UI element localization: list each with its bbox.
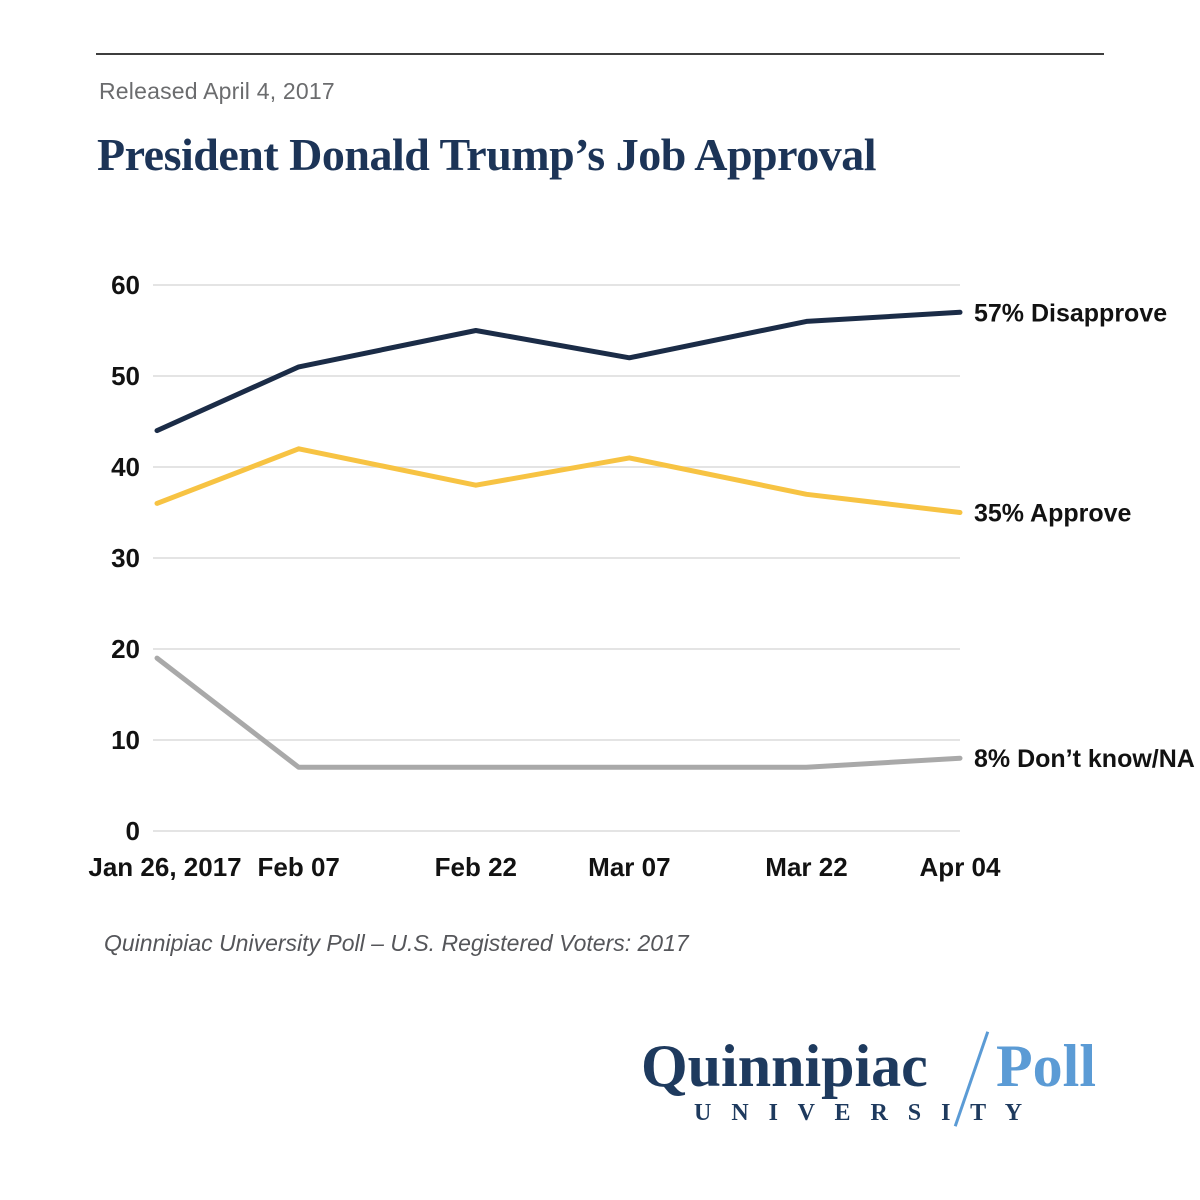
- logo-poll: Poll: [996, 1033, 1096, 1099]
- source-note: Quinnipiac University Poll – U.S. Regist…: [104, 930, 689, 956]
- logo-quinnipiac: Quinnipiac: [641, 1033, 928, 1099]
- series-line-approve: [154, 446, 963, 515]
- series-label-1: 57% Disapprove: [974, 299, 1167, 327]
- x-axis-tick-3: Feb 22: [435, 852, 517, 882]
- y-axis-tick-40: 40: [111, 452, 140, 482]
- y-axis-tick-30: 30: [111, 543, 140, 573]
- y-axis-tick-50: 50: [111, 361, 140, 391]
- series-label-3: 8% Don’t know/NA: [974, 745, 1195, 773]
- x-axis-tick-4: Mar 07: [588, 852, 670, 882]
- series-line-don-t-know-na: [154, 655, 963, 770]
- y-axis-tick-10: 10: [111, 725, 140, 755]
- x-axis-tick-1: Jan 26, 2017: [88, 852, 241, 882]
- y-axis-tick-60: 60: [111, 270, 140, 300]
- series-line-disapprove: [154, 309, 963, 434]
- y-axis-tick-0: 0: [126, 816, 140, 846]
- logo-university: U N I V E R S I T Y: [694, 1100, 1030, 1126]
- series-label-2: 35% Approve: [974, 500, 1132, 528]
- y-axis-tick-20: 20: [111, 634, 140, 664]
- header-divider: [96, 53, 1104, 55]
- release-date: Released April 4, 2017: [99, 78, 335, 104]
- page-title: President Donald Trump’s Job Approval: [97, 129, 877, 180]
- x-axis-tick-5: Mar 22: [765, 852, 847, 882]
- x-axis-tick-6: Apr 04: [920, 852, 1001, 882]
- x-axis-tick-2: Feb 07: [258, 852, 340, 882]
